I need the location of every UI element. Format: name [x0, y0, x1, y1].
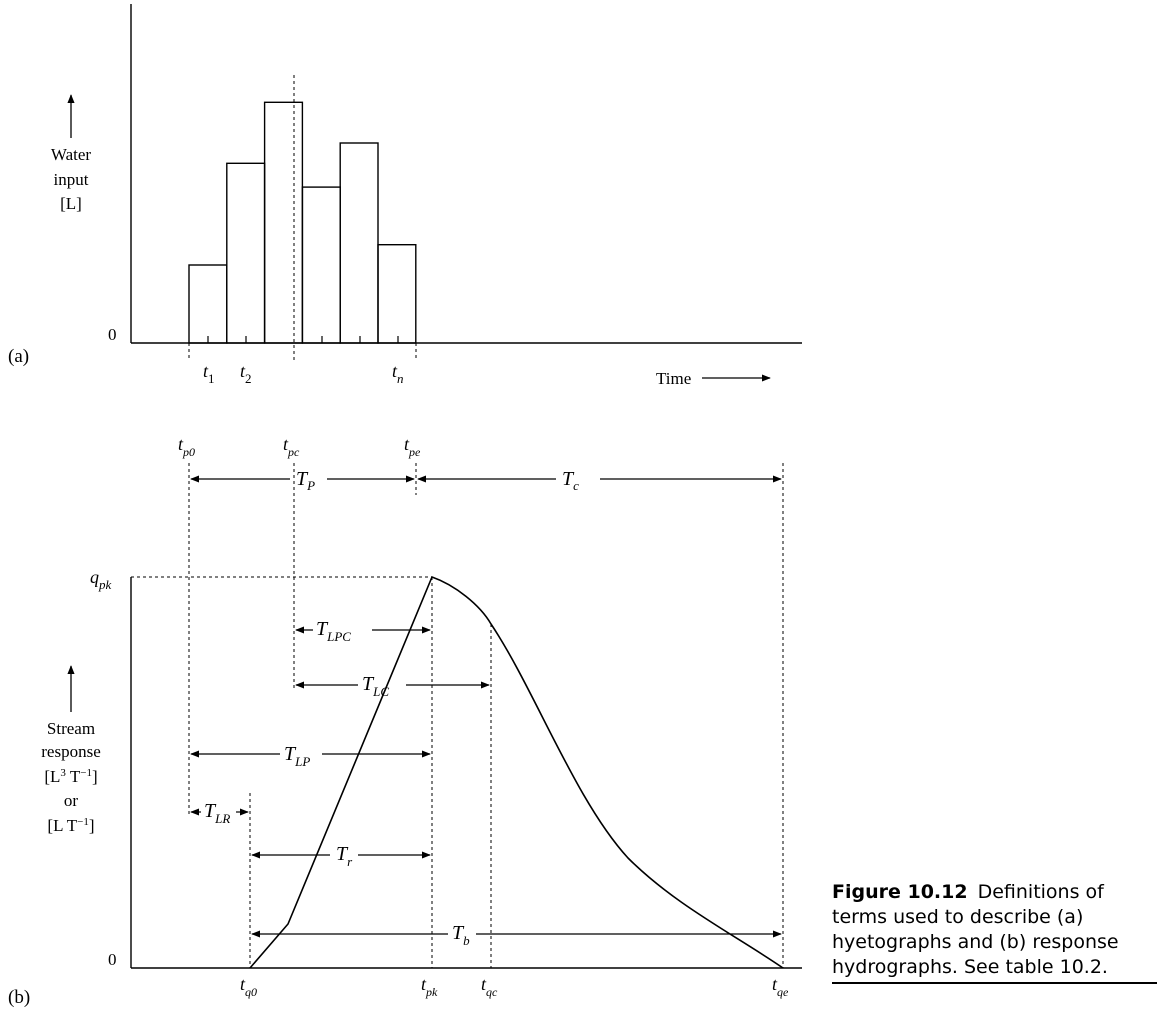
label-tpc: tpc	[283, 434, 300, 459]
figure-number: Figure 10.12	[832, 881, 968, 903]
water-input-bar	[263, 101, 304, 344]
label-TLP: TLP	[284, 743, 310, 769]
panel-b-dashed-lines	[188, 463, 784, 968]
panel-b-y-label-2: response	[41, 742, 100, 761]
panel-a-zero: 0	[108, 325, 117, 344]
figure-caption: Figure 10.12 Definitions of terms used to…	[832, 880, 1157, 984]
label-Tb: Tb	[452, 922, 470, 948]
label-tp0: tp0	[178, 434, 195, 459]
tick-label-tn: tn	[392, 361, 404, 386]
label-TLPC: TLPC	[316, 618, 351, 644]
water-input-bar	[301, 186, 341, 344]
panel-a-hyetograph: (a) Water input [L] 0 t1 t2 tn	[8, 4, 802, 388]
panel-a-label: (a)	[8, 346, 29, 367]
panel-b-y-label-1: Stream	[47, 719, 95, 738]
panel-a-dashed-lines	[188, 75, 417, 360]
panel-a-y-label-3: [L]	[60, 194, 82, 213]
panel-b-label: (b)	[8, 987, 30, 1008]
panel-a-y-label-2: input	[54, 170, 89, 189]
label-tpk: tpk	[421, 974, 438, 999]
hydrograph-curve	[249, 575, 784, 969]
panel-a-ticks	[207, 336, 399, 343]
label-TP: TP	[296, 468, 315, 493]
panel-b-zero: 0	[108, 950, 117, 969]
water-input-bar	[339, 142, 379, 344]
label-Tr: Tr	[336, 843, 353, 869]
qpk-label: qpk	[90, 567, 112, 592]
label-tqe: tqe	[772, 974, 789, 999]
water-input-bar	[188, 264, 228, 344]
panel-b-unit-2: [L T−1]	[47, 816, 94, 835]
label-tq0: tq0	[240, 974, 257, 999]
figure-caption-text: Definitions of terms used to describe (a…	[832, 881, 1119, 978]
label-TLR: TLR	[204, 800, 230, 826]
panel-b-unit-1: [L3 T−1]	[44, 767, 97, 786]
time-label: Time	[656, 369, 691, 388]
label-tqc: tqc	[481, 974, 498, 999]
label-tpe: tpe	[404, 434, 421, 459]
label-TLC: TLC	[362, 673, 389, 699]
panel-b-hydrograph: (b) Stream response [L3 T−1] or [L T−1] …	[8, 434, 802, 1008]
interval-arrows	[190, 475, 782, 938]
tick-label-t2: t2	[240, 361, 252, 386]
tick-label-t1: t1	[203, 361, 215, 386]
label-Tc: Tc	[562, 468, 579, 493]
water-input-bar	[226, 162, 266, 344]
panel-a-y-label-1: Water	[51, 145, 91, 164]
panel-b-or: or	[64, 791, 79, 810]
water-input-bar	[377, 243, 417, 344]
bar-group	[188, 101, 417, 344]
